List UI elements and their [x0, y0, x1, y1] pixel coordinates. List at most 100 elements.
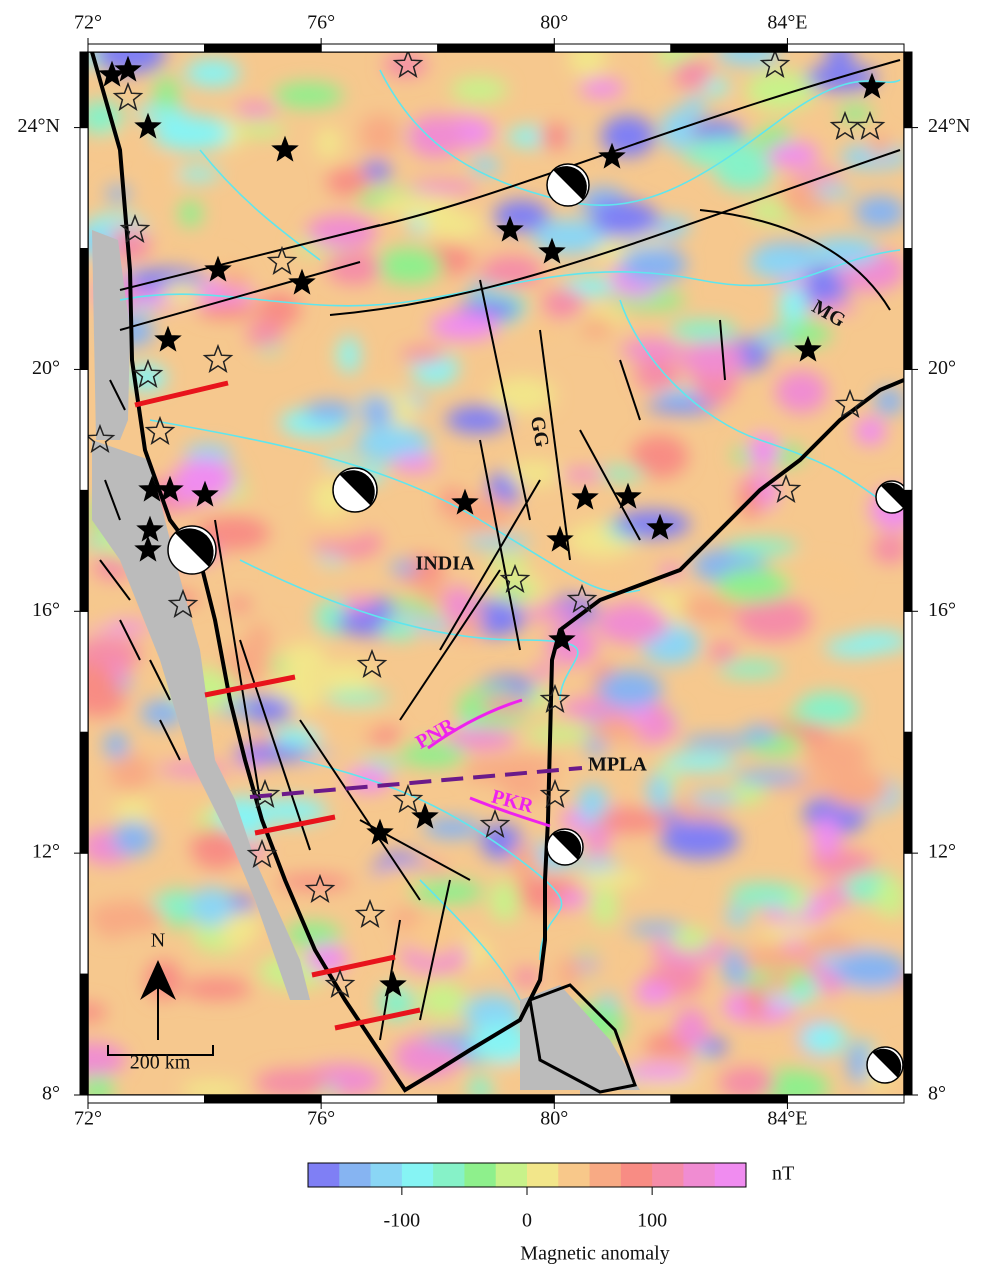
anomaly-blob — [542, 288, 586, 320]
colorbar-segment — [402, 1163, 434, 1187]
colorbar-tick-label: 0 — [522, 1210, 532, 1232]
anomaly-blob — [746, 71, 816, 111]
frame-band — [671, 44, 788, 52]
anomaly-blob — [417, 577, 445, 605]
frame-band — [904, 369, 912, 490]
frame-band — [80, 249, 88, 370]
anomaly-blob — [146, 790, 207, 824]
colorbar-segment — [308, 1163, 340, 1187]
colorbar-segment — [496, 1163, 528, 1187]
anomaly-blob — [490, 377, 555, 413]
label-india: INDIA — [416, 553, 475, 575]
y-tick-label: 12° — [928, 841, 956, 863]
anomaly-blob — [486, 555, 529, 572]
anomaly-blob — [392, 454, 438, 472]
x-tick-label: 76° — [307, 12, 335, 34]
anomaly-blob — [766, 974, 791, 997]
anomaly-blob — [719, 1067, 775, 1098]
anomaly-blob — [471, 157, 500, 174]
anomaly-blob — [655, 869, 676, 885]
anomaly-blob — [106, 186, 131, 201]
anomaly-blob — [578, 317, 614, 337]
anomaly-blob — [153, 158, 175, 188]
anomaly-blob — [274, 83, 343, 109]
anomaly-blob — [539, 123, 572, 149]
anomaly-blob — [271, 728, 320, 747]
anomaly-blob — [680, 597, 741, 623]
anomaly-blob — [59, 1042, 127, 1077]
anomaly-blob — [509, 843, 540, 881]
anomaly-blob — [378, 194, 456, 218]
map-figure: INDIA GG MG MPLA PNR PKR N 200 km 72°72°… — [0, 0, 982, 1273]
colorbar-unit: nT — [772, 1163, 794, 1185]
anomaly-blob — [88, 901, 164, 933]
colorbar-segment — [339, 1163, 371, 1187]
anomaly-blob — [703, 1038, 727, 1056]
colorbar-segment — [527, 1163, 559, 1187]
page: INDIA GG MG MPLA PNR PKR N 200 km 72°72°… — [0, 0, 982, 1273]
anomaly-blob — [710, 641, 737, 663]
y-tick-label: 16° — [32, 599, 60, 621]
anomaly-blob — [825, 770, 889, 808]
anomaly-blob — [360, 114, 401, 154]
anomaly-blob — [257, 293, 300, 327]
y-tick-label: 20° — [32, 357, 60, 379]
anomaly-blob — [380, 617, 420, 640]
anomaly-blob — [401, 347, 446, 363]
anomaly-blob — [748, 247, 813, 279]
frame-band — [787, 44, 904, 52]
anomaly-blob — [279, 552, 312, 588]
anomaly-blob — [339, 336, 359, 374]
anomaly-blob — [281, 643, 326, 677]
y-tick-label: 8° — [42, 1083, 60, 1105]
colorbar-segment — [464, 1163, 496, 1187]
anomaly-blob — [596, 603, 668, 644]
frame-band — [80, 490, 88, 611]
colorbar-segment — [683, 1163, 715, 1187]
anomaly-blob — [840, 912, 901, 946]
anomaly-blob — [109, 754, 153, 791]
frame-band — [554, 44, 671, 52]
anomaly-blob — [190, 887, 233, 927]
anomaly-blob — [597, 808, 667, 833]
colorbar-segment — [433, 1163, 465, 1187]
anomaly-blob — [750, 414, 775, 433]
anomaly-blob — [525, 726, 591, 743]
colorbar-label: Magnetic anomaly — [520, 1243, 669, 1265]
anomaly-blob — [523, 318, 562, 342]
frame-band — [438, 44, 555, 52]
anomaly-blob — [580, 565, 633, 591]
anomaly-blob — [690, 792, 739, 806]
anomaly-blob — [390, 561, 417, 575]
colorbar-segment — [558, 1163, 590, 1187]
anomaly-blob — [797, 692, 860, 726]
anomaly-blob — [825, 638, 882, 656]
north-label: N — [151, 930, 165, 952]
anomaly-blob — [237, 123, 286, 138]
anomaly-blob — [620, 246, 687, 284]
anomaly-blob — [726, 907, 749, 926]
x-tick-label: 80° — [540, 12, 568, 34]
y-tick-label: 24°N — [928, 115, 970, 137]
colorbar-segment — [621, 1163, 653, 1187]
frame-band — [80, 974, 88, 1095]
anomaly-blob — [743, 725, 776, 742]
anomaly-blob — [740, 948, 815, 971]
anomaly-blob — [729, 883, 798, 907]
anomaly-blob — [506, 461, 562, 486]
colorbar-segment — [590, 1163, 622, 1187]
anomaly-blob — [664, 753, 736, 771]
anomaly-blob — [325, 691, 390, 705]
anomaly-blob — [579, 79, 624, 98]
anomaly-blob — [684, 95, 705, 118]
anomaly-blob — [718, 661, 783, 677]
label-mpla: MPLA — [588, 754, 647, 776]
anomaly-blob — [592, 200, 658, 238]
colorbar-tick-label: -100 — [384, 1210, 421, 1232]
colorbar-segment — [371, 1163, 403, 1187]
anomaly-blob — [801, 1023, 847, 1054]
frame-band — [787, 1095, 904, 1103]
y-tick-label: 24°N — [18, 115, 60, 137]
anomaly-blob — [588, 719, 645, 742]
x-tick-label: 72° — [74, 12, 102, 34]
